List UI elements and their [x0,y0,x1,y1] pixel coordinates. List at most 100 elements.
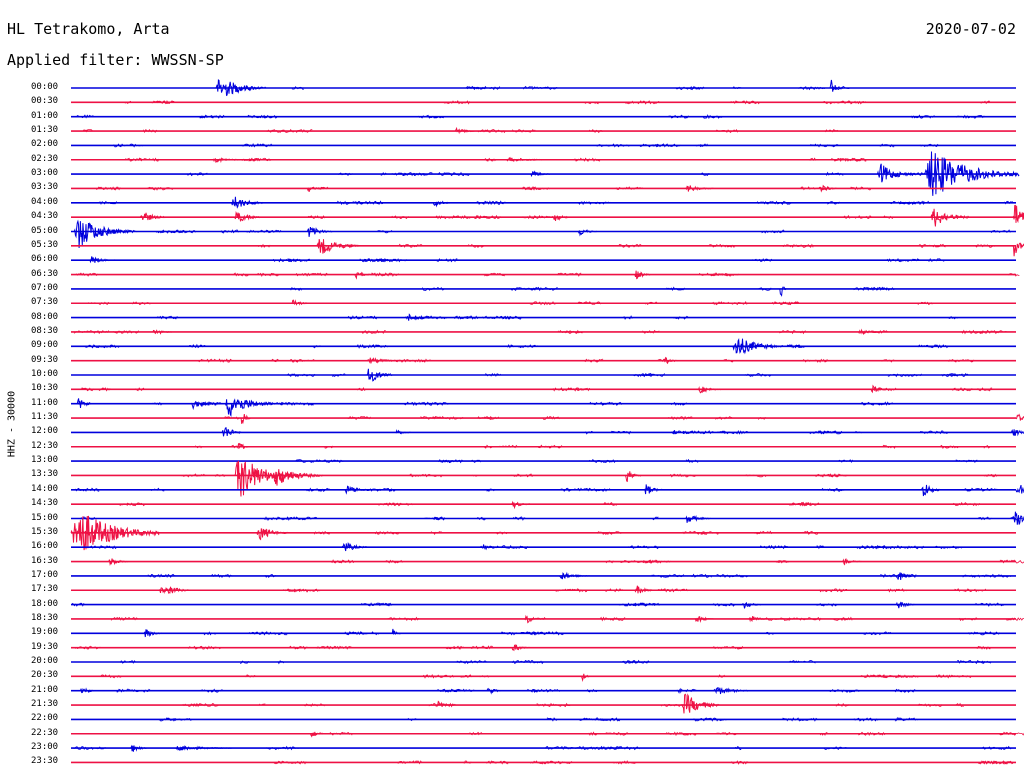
row-time-label: 00:30 [31,96,59,107]
row-time-label: 09:30 [31,354,59,365]
seismic-event [306,226,333,237]
seismic-event [577,229,598,237]
seismic-event [530,170,551,178]
trace-noise [307,214,948,220]
row-time-label: 18:30 [31,612,59,623]
trace-noise [98,673,972,679]
seismic-event [215,79,267,97]
row-time-label: 08:00 [31,311,59,322]
row-time-label: 10:30 [31,383,59,394]
seismic-event [634,270,651,280]
trace-noise [273,257,945,263]
station-title: HL Tetrakomo, Arta [7,20,170,38]
seismic-event [143,629,163,638]
trace-noise [295,458,978,464]
seismic-event [486,687,503,695]
trace-noise [118,501,981,507]
row-time-label: 22:00 [31,713,59,724]
seismic-event [829,79,844,92]
row-time-label: 23:00 [31,742,59,753]
seismic-event [930,208,970,227]
seismic-event [366,357,406,364]
row-time-label: 22:30 [31,727,59,738]
trace-noise [158,717,918,722]
row-time-label: 10:00 [31,369,59,379]
seismic-event [256,528,289,541]
seismic-event [624,471,642,483]
trace-noise [186,171,926,177]
row-time-label: 18:00 [31,598,59,609]
seismic-event [240,414,251,425]
trace-noise [113,143,939,148]
seismic-event [341,542,368,552]
seismic-event [870,384,887,394]
row-time-label: 17:30 [31,584,59,595]
seismic-event [395,429,412,435]
row-time-label: 07:00 [31,282,59,293]
seismic-event [234,210,261,222]
seismic-event [1012,511,1024,525]
seismic-event [108,558,128,566]
row-time-label: 14:30 [31,498,59,509]
seismic-event [391,628,402,635]
seismic-event [306,186,324,193]
seismic-event [643,484,664,495]
seismic-event [1015,413,1024,421]
seismic-event [404,313,443,321]
row-time-label: 01:00 [31,110,59,121]
trace-noise [99,200,1013,206]
row-time-label: 15:00 [31,512,59,523]
seismic-event [681,693,720,714]
trace-noise [87,300,933,306]
seismic-event [924,151,1020,196]
trace-noise [116,688,916,694]
row-time-label: 05:30 [31,239,59,250]
trace-noise [119,659,992,665]
row-time-label: 19:30 [31,641,59,652]
seismic-event [76,398,97,409]
row-time-label: 07:30 [31,297,59,308]
seismic-event [344,485,371,495]
seismic-event [80,687,97,694]
row-time-label: 03:00 [31,168,59,179]
seismic-event [212,157,251,164]
seismic-event [432,200,453,208]
row-time-label: 21:00 [31,684,59,695]
trace-noise [180,473,997,478]
seismic-event [454,126,475,135]
trace-noise [124,100,990,105]
seismic-event [895,572,916,580]
trace-noise [76,114,986,120]
trace-noise [290,286,895,292]
row-time-label: 03:30 [31,182,59,193]
row-time-label: 14:00 [31,483,59,494]
seismic-event [435,700,456,708]
row-time-label: 05:00 [31,225,59,236]
seismic-event [354,271,374,280]
seismic-event [511,500,532,510]
trace-noise [331,559,1024,564]
trace-noise [283,588,987,593]
row-time-label: 20:30 [31,670,59,681]
row-time-label: 02:00 [31,139,59,150]
seismic-event [505,156,557,163]
trace-noise [224,415,766,421]
seismic-event [224,398,273,418]
trace-noise [71,602,1004,607]
filter-label: Applied filter: WWSSN-SP [7,51,224,69]
trace-noise [74,487,998,492]
seismic-event [685,185,714,192]
seismic-event [89,256,116,264]
row-time-label: 21:30 [31,699,59,710]
seismic-event [876,163,916,183]
seismic-event [237,442,248,450]
row-time-label: 11:00 [31,397,59,408]
row-time-label: 16:30 [31,555,59,566]
row-time-label: 17:00 [31,569,59,580]
seismic-event [130,744,147,752]
seismic-event [316,239,361,254]
trace-noise [81,128,839,134]
seismic-event [732,338,783,355]
seismic-event [291,299,311,306]
